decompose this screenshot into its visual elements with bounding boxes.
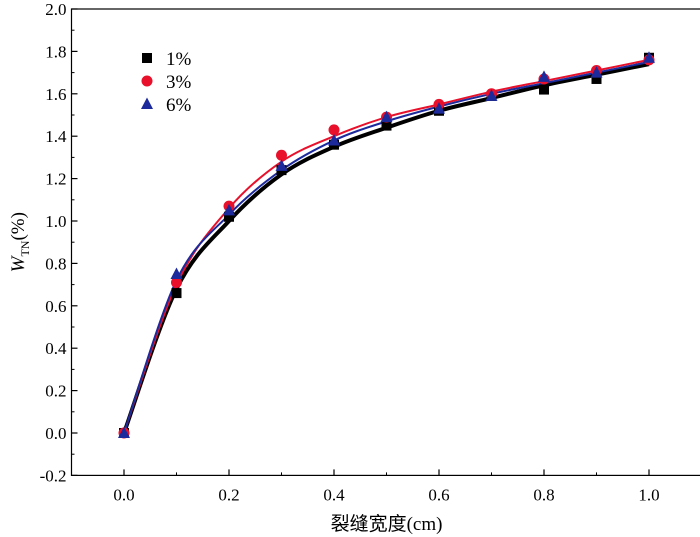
y-tick-label: 1.2: [45, 170, 66, 189]
point-series-3: [643, 51, 655, 63]
y-axis-title-sub: TN: [18, 240, 32, 256]
y-tick-label: 0.8: [45, 254, 66, 273]
y-tick-label: 0.4: [45, 339, 67, 358]
x-tick-label: 0.4: [323, 485, 345, 504]
legend-label-2: 3%: [166, 72, 192, 93]
y-tick-label: 1.8: [45, 42, 66, 61]
x-tick-label: 0.2: [218, 485, 239, 504]
y-tick-label: 0.0: [45, 424, 66, 443]
point-series-1: [381, 120, 392, 131]
y-tick-label: 1.6: [45, 85, 66, 104]
point-series-3: [380, 110, 393, 123]
fit-curve-3: [123, 61, 650, 434]
y-tick-label: 0.6: [45, 297, 66, 316]
point-series-3: [433, 102, 445, 114]
point-series-3: [590, 66, 603, 78]
x-tick-label: 1.0: [638, 485, 659, 504]
point-series-3: [328, 133, 340, 146]
y-tick-label: 2.0: [45, 0, 66, 19]
fit-curve-1: [122, 62, 650, 434]
y-axis-title: WTN(%): [8, 212, 32, 272]
x-axis-title: 裂缝宽度(cm): [331, 513, 443, 535]
point-series-3: [485, 89, 498, 101]
x-tick-label: 0.0: [113, 485, 134, 504]
fit-curves: [122, 58, 650, 434]
x-axis: 0.0 0.2 0.4 0.6 0.8 1.0: [71, 469, 660, 504]
legend-marker-1: [142, 53, 152, 63]
legend-marker-3: [141, 97, 153, 109]
x-tick-label: 0.8: [533, 485, 554, 504]
y-axis-title-main: W: [8, 254, 29, 272]
point-series-3: [538, 70, 550, 82]
point-series-1: [224, 211, 234, 222]
y-tick-label: 1.0: [45, 212, 66, 231]
legend: 1%3%6%: [141, 49, 192, 116]
legend-label-1: 1%: [166, 49, 192, 70]
point-series-1: [539, 84, 549, 95]
point-series-2: [276, 149, 287, 161]
point-series-1: [171, 288, 182, 299]
legend-label-3: 6%: [166, 95, 192, 116]
fit-curve-2: [123, 58, 650, 434]
point-series-1: [591, 73, 602, 84]
y-tick-label: -0.2: [40, 466, 67, 485]
point-series-3: [275, 159, 288, 171]
y-tick-label: 0.2: [45, 382, 66, 401]
x-tick-label: 0.6: [428, 485, 449, 504]
point-series-3: [170, 267, 183, 279]
point-series-3: [223, 203, 235, 216]
data-points: [118, 51, 655, 439]
point-series-3: [118, 426, 130, 438]
y-axis: -0.2 0.0 0.2 0.4 0.6 0.8 1.0 1.2 1.4 1.6 1.8 2.0: [40, 0, 78, 485]
y-axis-title-rest: (%): [8, 212, 29, 240]
point-series-2: [171, 276, 182, 288]
legend-marker-2: [141, 75, 153, 87]
point-series-2: [328, 124, 340, 136]
y-tick-label: 1.4: [45, 127, 67, 146]
